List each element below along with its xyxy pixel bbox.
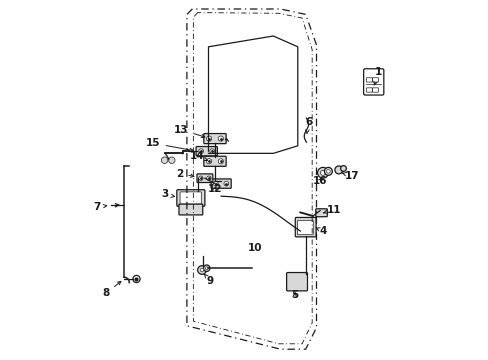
- FancyBboxPatch shape: [295, 217, 316, 237]
- Circle shape: [197, 266, 206, 274]
- Text: 15: 15: [146, 138, 193, 152]
- Circle shape: [324, 167, 332, 175]
- FancyBboxPatch shape: [363, 69, 383, 95]
- Text: 2: 2: [176, 168, 194, 179]
- Text: 4: 4: [316, 226, 326, 236]
- Text: 1: 1: [373, 67, 381, 85]
- Text: 3: 3: [161, 189, 174, 199]
- Circle shape: [206, 159, 211, 164]
- Text: 14: 14: [189, 150, 207, 161]
- Text: 12: 12: [207, 184, 222, 194]
- Text: 6: 6: [305, 117, 311, 133]
- Circle shape: [168, 157, 175, 163]
- FancyBboxPatch shape: [196, 147, 217, 156]
- FancyBboxPatch shape: [286, 273, 307, 291]
- Circle shape: [224, 181, 228, 186]
- Text: 10: 10: [247, 243, 261, 253]
- Circle shape: [320, 170, 325, 175]
- Text: 13: 13: [174, 125, 204, 138]
- Text: 8: 8: [102, 282, 121, 298]
- FancyBboxPatch shape: [203, 156, 225, 166]
- Circle shape: [205, 267, 208, 270]
- Circle shape: [317, 167, 328, 178]
- FancyBboxPatch shape: [211, 179, 231, 188]
- FancyBboxPatch shape: [315, 209, 326, 217]
- FancyBboxPatch shape: [297, 220, 313, 235]
- Circle shape: [218, 159, 223, 164]
- Circle shape: [161, 157, 167, 163]
- Text: 11: 11: [323, 204, 340, 215]
- FancyBboxPatch shape: [203, 134, 225, 144]
- Circle shape: [199, 149, 203, 154]
- Circle shape: [326, 170, 329, 173]
- Circle shape: [203, 265, 209, 271]
- Circle shape: [206, 136, 211, 141]
- Circle shape: [200, 268, 203, 272]
- Text: 17: 17: [342, 171, 359, 181]
- FancyBboxPatch shape: [197, 174, 212, 183]
- Text: 7: 7: [93, 202, 106, 212]
- Circle shape: [213, 181, 218, 186]
- Circle shape: [209, 149, 214, 154]
- Text: 9: 9: [203, 274, 213, 286]
- Circle shape: [334, 166, 342, 174]
- FancyBboxPatch shape: [179, 204, 203, 215]
- Circle shape: [206, 176, 211, 180]
- FancyBboxPatch shape: [177, 190, 204, 206]
- Text: 16: 16: [312, 176, 326, 186]
- FancyBboxPatch shape: [180, 192, 201, 204]
- Circle shape: [198, 176, 203, 180]
- Circle shape: [340, 166, 346, 171]
- Text: 5: 5: [291, 290, 298, 300]
- Circle shape: [218, 136, 223, 141]
